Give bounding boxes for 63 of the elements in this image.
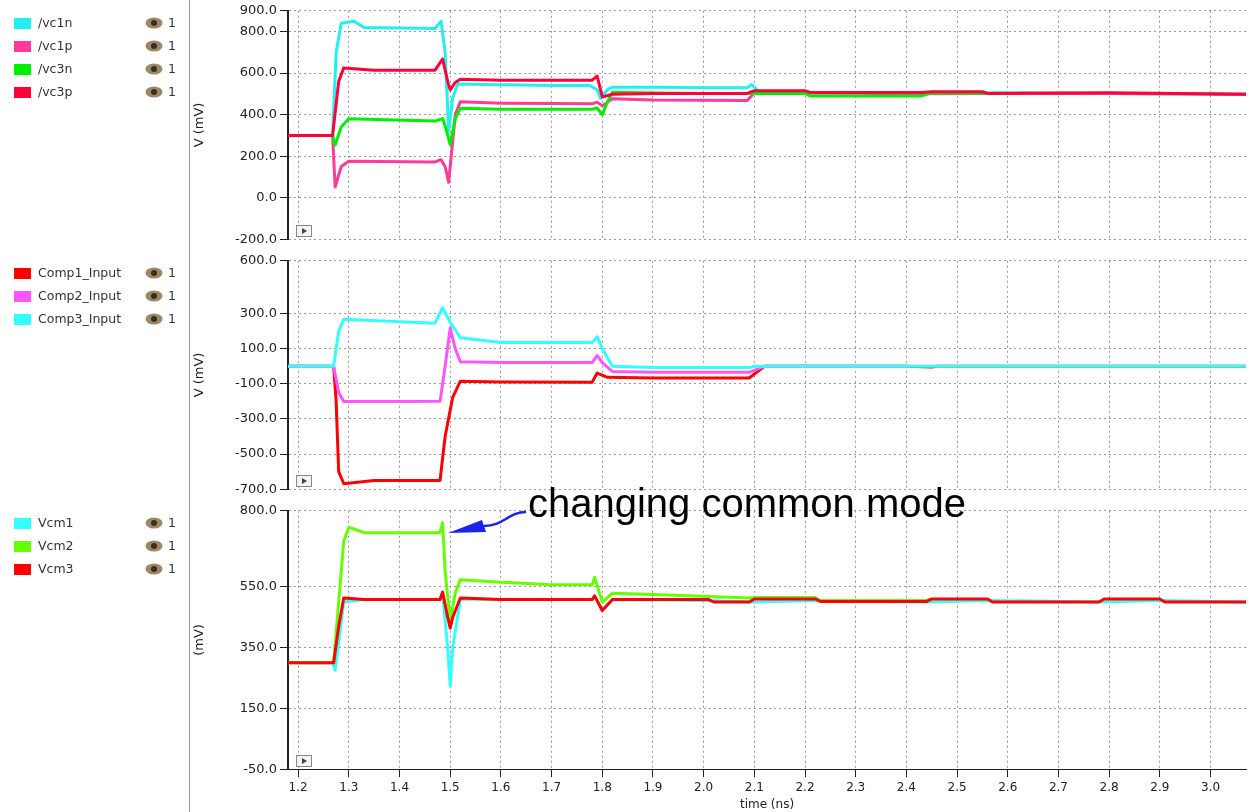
y-tick-label: -500.0 <box>235 445 277 461</box>
y-tick-label: -700.0 <box>235 480 277 496</box>
x-tick-label: 2.7 <box>1048 779 1068 794</box>
y-tick-label: -200.0 <box>235 230 277 246</box>
x-tick-label: 1.2 <box>288 779 308 794</box>
text: 1 <box>168 15 176 30</box>
x-tick-label: 2.6 <box>998 779 1018 794</box>
x-axis-title: time (ns) <box>739 796 795 811</box>
y-tick-label: 0.0 <box>256 189 277 205</box>
y-tick-label: 550.0 <box>239 578 277 594</box>
text: 1 <box>168 515 176 530</box>
text: 1 <box>168 61 176 76</box>
y-tick-label: 400.0 <box>239 105 277 121</box>
x-tick-label: 2.4 <box>896 779 916 794</box>
x-tick-label: 1.8 <box>592 779 612 794</box>
x-tick-label: 1.6 <box>491 779 511 794</box>
y-tick-label: -100.0 <box>235 375 277 391</box>
text: 1 <box>168 561 176 576</box>
text: 1 <box>168 38 176 53</box>
y-tick-label: 300.0 <box>239 304 277 320</box>
annotation: changing common mode <box>528 480 967 526</box>
legend-label: Vcm1 <box>38 515 74 530</box>
x-tick-label: 1.3 <box>339 779 359 794</box>
text: 1 <box>168 311 176 326</box>
y-tick-label: 150.0 <box>239 699 277 715</box>
x-tick-label: 1.7 <box>542 779 562 794</box>
y-tick-label: 800.0 <box>239 502 277 518</box>
legend-label: Vcm2 <box>38 538 74 553</box>
y-tick-label: -50.0 <box>243 760 277 776</box>
y-axis-title: V (mV) <box>191 102 207 148</box>
legend-label: Comp2_Input <box>38 288 122 303</box>
x-tick-label: 2.9 <box>1150 779 1170 794</box>
legend-label: /vc1n <box>38 15 73 30</box>
x-tick-label: 2.5 <box>947 779 967 794</box>
x-tick-label: 1.9 <box>643 779 663 794</box>
y-tick-label: 600.0 <box>239 64 277 80</box>
y-axis-title: V (mV) <box>191 352 207 398</box>
x-tick-label: 2.1 <box>744 779 764 794</box>
x-tick-label: 2.8 <box>1099 779 1119 794</box>
legend-label: Comp1_Input <box>38 265 122 280</box>
legend-label: /vc3n <box>38 61 73 76</box>
legend-label: Comp3_Input <box>38 311 122 326</box>
y-tick-label: 600.0 <box>239 252 277 268</box>
y-tick-label: 200.0 <box>239 147 277 163</box>
y-tick-label: 800.0 <box>239 22 277 38</box>
x-tick-label: 3.0 <box>1200 779 1221 794</box>
x-tick-label: 1.4 <box>389 779 410 794</box>
text: 1 <box>168 84 176 99</box>
legend-label: Vcm3 <box>38 561 74 576</box>
y-tick-label: -300.0 <box>235 410 277 426</box>
y-tick-label: 350.0 <box>239 638 277 654</box>
y-tick-label: 100.0 <box>239 340 277 356</box>
x-tick-label: 1.5 <box>440 779 460 794</box>
text: 1 <box>168 538 176 553</box>
text: 1 <box>168 288 176 303</box>
x-tick-label: 2.3 <box>846 779 866 794</box>
y-axis-title: (mV) <box>191 624 207 656</box>
legend-label: /vc3p <box>38 84 73 99</box>
y-tick-label: 900.0 <box>239 2 277 18</box>
text: 1 <box>168 265 176 280</box>
x-tick-label: 2.2 <box>795 779 815 794</box>
x-tick-label: 2.0 <box>694 779 714 794</box>
legend-label: /vc1p <box>38 38 73 53</box>
